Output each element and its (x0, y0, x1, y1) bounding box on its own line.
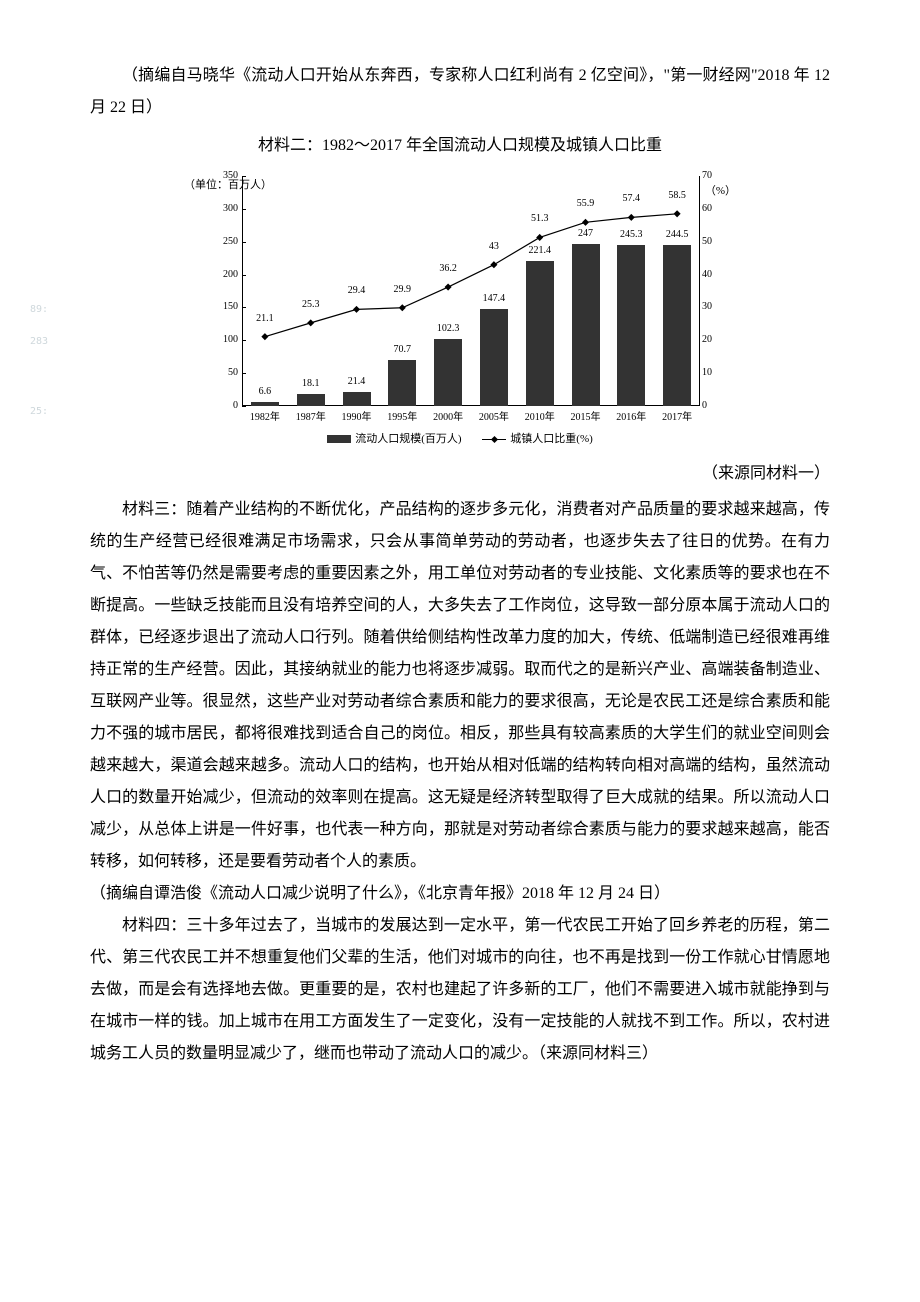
line-value-label: 36.2 (439, 259, 457, 279)
chart-legend: 流动人口规模(百万人) 城镇人口比重(%) (190, 428, 730, 450)
chart-title: 材料二：1982～2017 年全国流动人口规模及城镇人口比重 (90, 130, 830, 162)
y-right-tick: 10 (702, 363, 712, 383)
y-left-tick: 100 (223, 330, 238, 350)
x-category-label: 2017年 (662, 408, 692, 428)
y-right-tick: 20 (702, 330, 712, 350)
chart-line (242, 176, 700, 406)
line-value-label: 51.3 (531, 209, 549, 229)
y-right-tick: 60 (702, 199, 712, 219)
chart-x-labels: 1982年1987年1990年1995年2000年2005年2010年2015年… (242, 408, 700, 424)
x-category-label: 1995年 (387, 408, 417, 428)
paragraph-material-3: 材料三：随着产业结构的不断优化，产品结构的逐步多元化，消费者对产品质量的要求越来… (90, 494, 830, 878)
x-category-label: 1990年 (342, 408, 372, 428)
legend-line-swatch (482, 439, 506, 440)
y-left-tick: 50 (228, 363, 238, 383)
x-category-label: 2016年 (616, 408, 646, 428)
x-category-label: 2015年 (571, 408, 601, 428)
line-value-label: 29.4 (348, 281, 366, 301)
chart-plot-area: 050100150200250300350 010203040506070 6.… (242, 176, 700, 406)
y-right-tick: 0 (702, 396, 707, 416)
paragraph-material-3-source: （摘编自谭浩俊《流动人口减少说明了什么》，《北京青年报》2018 年 12 月 … (90, 878, 830, 910)
bg-mark-1: 89: (30, 300, 48, 320)
y-right-tick: 40 (702, 265, 712, 285)
chart-container: （单位：百万人） （%） 050100150200250300350 01020… (190, 176, 730, 450)
x-category-label: 2010年 (525, 408, 555, 428)
y-axis-left: 050100150200250300350 (212, 176, 238, 406)
y-axis-right: 010203040506070 (702, 176, 722, 406)
line-value-label: 57.4 (623, 189, 641, 209)
y-left-tick: 300 (223, 199, 238, 219)
y-right-tick: 70 (702, 166, 712, 186)
y-right-tick: 30 (702, 297, 712, 317)
line-value-label: 55.9 (577, 194, 595, 214)
x-category-label: 2000年 (433, 408, 463, 428)
y-left-tick: 150 (223, 297, 238, 317)
y-left-tick: 350 (223, 166, 238, 186)
x-category-label: 2005年 (479, 408, 509, 428)
line-value-label: 29.9 (394, 280, 412, 300)
x-category-label: 1982年 (250, 408, 280, 428)
line-value-label: 43 (489, 237, 499, 257)
line-value-label: 21.1 (256, 309, 274, 329)
chart-source: （来源同材料一） (90, 458, 830, 490)
bg-mark-3: 25: (30, 402, 48, 422)
legend-line-label: 城镇人口比重(%) (510, 433, 593, 445)
paragraph-material-4: 材料四：三十多年过去了，当城市的发展达到一定水平，第一代农民工开始了回乡养老的历… (90, 910, 830, 1070)
line-value-label: 25.3 (302, 295, 320, 315)
y-left-tick: 0 (233, 396, 238, 416)
line-value-label: 58.5 (668, 186, 686, 206)
y-left-tick: 250 (223, 232, 238, 252)
legend-bar-swatch (327, 435, 351, 443)
y-right-tick: 50 (702, 232, 712, 252)
bg-mark-2: 283 (30, 332, 48, 352)
y-left-tick: 200 (223, 265, 238, 285)
paragraph-source-1: （摘编自马晓华《流动人口开始从东奔西，专家称人口红利尚有 2 亿空间》，"第一财… (90, 60, 830, 124)
legend-bar-label: 流动人口规模(百万人) (355, 433, 461, 445)
x-category-label: 1987年 (296, 408, 326, 428)
